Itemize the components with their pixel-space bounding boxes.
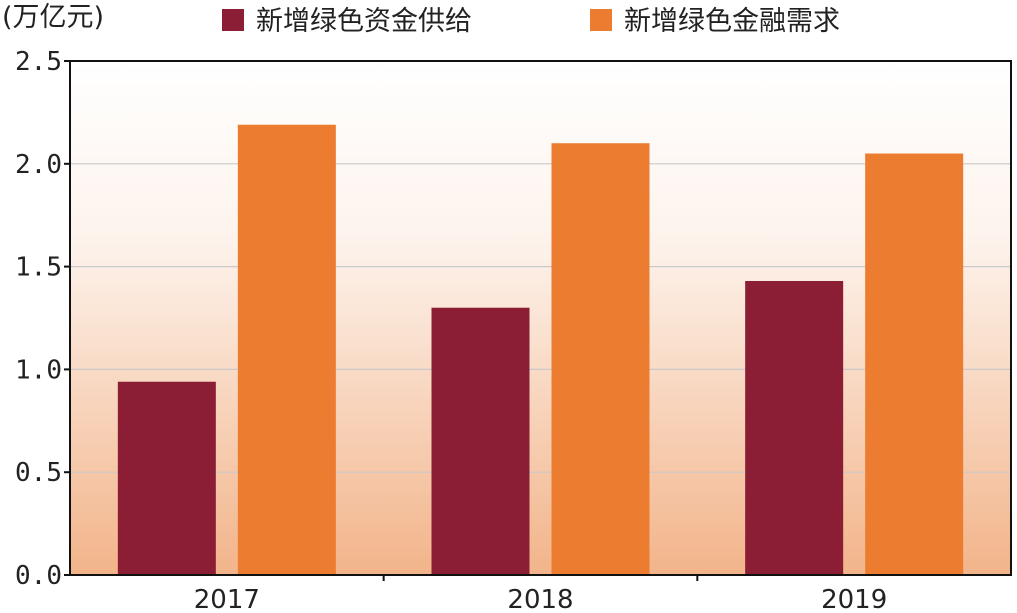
y-tick-label: 0.0 <box>15 561 62 591</box>
plot-area-frame <box>69 60 1012 576</box>
bars <box>117 124 964 576</box>
x-tick-label: 2018 <box>507 585 573 613</box>
bar-demand-2017 <box>237 124 336 576</box>
y-tick-label: 2.5 <box>15 47 62 77</box>
legend-label-demand: 新增绿色金融需求 <box>624 6 840 37</box>
y-axis-ticks: 0.0 0.5 1.0 1.5 2.0 2.5 <box>15 47 70 591</box>
legend-swatch-supply <box>222 9 244 31</box>
plot-area-background <box>70 61 1011 575</box>
legend-swatch-demand <box>590 9 612 31</box>
y-tick-label: 2.0 <box>15 150 62 180</box>
legend-label-supply: 新增绿色资金供给 <box>256 6 472 37</box>
bar-supply-2019 <box>745 280 844 575</box>
y-tick-label: 1.0 <box>15 355 62 385</box>
x-tick-label: 2017 <box>194 585 260 613</box>
x-tick-label: 2019 <box>821 585 887 613</box>
y-tick-label: 1.5 <box>15 253 62 283</box>
x-axis-ticks: 2017 2018 2019 <box>194 575 887 613</box>
bar-demand-2018 <box>551 143 650 576</box>
y-tick-label: 0.5 <box>15 458 62 488</box>
y-axis-unit-label: (万亿元) <box>2 2 104 33</box>
bar-demand-2019 <box>865 153 964 575</box>
legend: 新增绿色资金供给 新增绿色金融需求 <box>222 6 840 37</box>
bar-supply-2017 <box>117 381 216 575</box>
gridlines <box>70 163 1011 473</box>
bar-supply-2018 <box>431 307 530 575</box>
